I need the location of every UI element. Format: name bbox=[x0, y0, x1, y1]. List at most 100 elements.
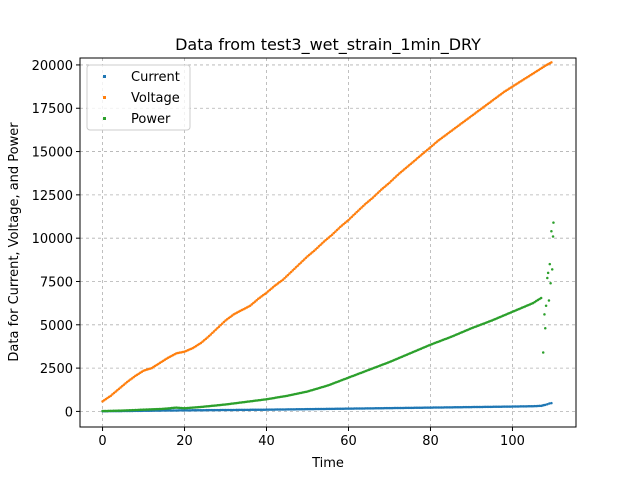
data-point bbox=[370, 197, 373, 201]
data-point bbox=[376, 191, 380, 195]
data-point bbox=[329, 234, 332, 238]
data-point bbox=[268, 288, 272, 292]
data-point bbox=[394, 175, 398, 178]
data-point bbox=[406, 165, 409, 168]
data-point bbox=[252, 301, 255, 305]
data-point bbox=[321, 241, 324, 245]
y-tick-label: 0 bbox=[65, 405, 73, 420]
data-point bbox=[352, 214, 355, 217]
legend-label-power: Power bbox=[131, 112, 171, 127]
data-point bbox=[222, 320, 226, 324]
x-axis-label: Time bbox=[311, 456, 344, 471]
data-point bbox=[314, 248, 317, 251]
data-point bbox=[550, 401, 553, 405]
data-point bbox=[112, 391, 116, 395]
data-point bbox=[206, 336, 209, 339]
data-point bbox=[544, 403, 547, 407]
data-point bbox=[360, 206, 363, 209]
data-point bbox=[427, 147, 431, 150]
data-point bbox=[119, 386, 122, 389]
data-point bbox=[435, 140, 439, 143]
data-point bbox=[383, 185, 386, 189]
data-point bbox=[294, 266, 298, 269]
data-point bbox=[307, 253, 311, 257]
y-tick-label: 5000 bbox=[40, 319, 73, 334]
data-point bbox=[424, 150, 427, 153]
data-point bbox=[109, 394, 112, 398]
legend-box bbox=[86, 64, 191, 131]
data-point bbox=[330, 233, 334, 236]
data-point bbox=[546, 403, 549, 406]
data-point bbox=[401, 169, 404, 173]
data-point bbox=[325, 237, 329, 241]
data-point bbox=[432, 143, 436, 146]
y-tick-label: 12500 bbox=[32, 189, 73, 204]
data-point bbox=[353, 212, 357, 215]
data-point bbox=[389, 179, 393, 183]
y-tick-label: 7500 bbox=[40, 275, 73, 290]
axis-ticks: 0 20 40 60 80 100 0 2500 5000 7500 10000 12500 15000… bbox=[32, 59, 525, 449]
data-point bbox=[347, 218, 350, 222]
data-point bbox=[117, 387, 121, 391]
data-point bbox=[122, 383, 126, 386]
data-point bbox=[550, 61, 553, 64]
data-point bbox=[380, 188, 383, 191]
data-point bbox=[371, 196, 375, 199]
data-points bbox=[101, 61, 555, 413]
data-point bbox=[366, 200, 370, 203]
data-point bbox=[255, 298, 258, 302]
data-point bbox=[425, 148, 429, 152]
data-point bbox=[546, 271, 550, 275]
data-point bbox=[358, 207, 362, 211]
data-point bbox=[399, 170, 403, 174]
data-point bbox=[250, 303, 254, 306]
chart-title: Data from test3_wet_strain_1min_DRY bbox=[175, 35, 481, 55]
data-point bbox=[384, 184, 388, 187]
data-point bbox=[337, 227, 340, 230]
data-point bbox=[373, 194, 376, 198]
data-point bbox=[411, 161, 414, 164]
data-point bbox=[419, 154, 422, 157]
data-point bbox=[552, 221, 555, 224]
data-point bbox=[217, 325, 221, 328]
data-point bbox=[319, 243, 322, 246]
data-point bbox=[434, 141, 437, 145]
data-point bbox=[271, 285, 275, 289]
data-point bbox=[334, 230, 337, 233]
data-point bbox=[219, 323, 222, 327]
y-tick-label: 10000 bbox=[32, 232, 73, 247]
y-tick-label: 17500 bbox=[32, 102, 73, 117]
legend-marker-power bbox=[103, 117, 106, 120]
x-tick-label: 20 bbox=[176, 434, 193, 449]
data-point bbox=[365, 201, 368, 205]
data-point bbox=[398, 172, 401, 175]
data-point bbox=[422, 151, 426, 155]
data-point bbox=[124, 382, 127, 385]
data-point bbox=[306, 255, 309, 258]
data-point bbox=[339, 225, 342, 229]
x-tick-label: 60 bbox=[340, 434, 357, 449]
legend-label-voltage: Voltage bbox=[131, 91, 180, 106]
data-point bbox=[388, 181, 391, 184]
data-point bbox=[248, 304, 252, 307]
data-point bbox=[378, 189, 381, 193]
series-voltage bbox=[101, 61, 553, 403]
data-point bbox=[355, 210, 358, 214]
y-tick-label: 2500 bbox=[40, 362, 73, 377]
data-point bbox=[216, 327, 219, 330]
data-point bbox=[414, 158, 417, 161]
data-point bbox=[266, 290, 270, 293]
data-point bbox=[253, 300, 257, 303]
x-tick-label: 0 bbox=[98, 434, 106, 449]
data-point bbox=[289, 270, 293, 274]
data-point bbox=[220, 322, 224, 325]
data-point bbox=[404, 166, 408, 170]
data-point bbox=[549, 281, 552, 285]
data-point bbox=[114, 390, 117, 393]
data-point bbox=[393, 176, 396, 180]
data-point bbox=[421, 152, 424, 156]
data-point bbox=[381, 187, 385, 190]
data-point bbox=[322, 240, 326, 243]
data-point bbox=[546, 276, 549, 280]
data-point bbox=[296, 264, 299, 267]
